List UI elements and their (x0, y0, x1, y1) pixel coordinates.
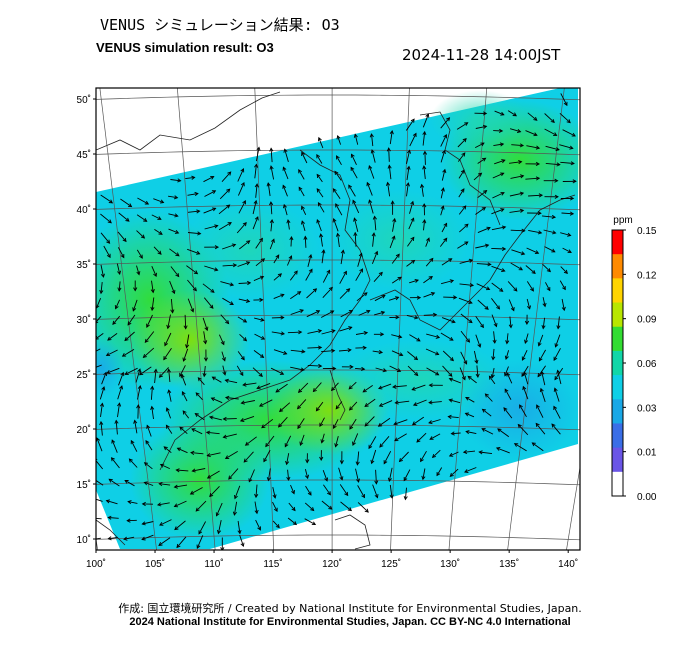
lat-label: 15˚ (77, 479, 91, 491)
colorbar-tick-label: 0.01 (637, 448, 657, 459)
lon-label: 130˚ (440, 558, 460, 570)
credit-english: 2024 National Institute for Environmenta… (129, 616, 571, 628)
colorbar-unit: ppm (613, 215, 632, 226)
colorbar-tick-label: 0.12 (637, 270, 657, 281)
colorbar-tick-label: 0.06 (637, 359, 657, 370)
lat-label: 20˚ (77, 424, 91, 436)
coastlines (96, 91, 576, 550)
lon-label: 120˚ (322, 558, 342, 570)
longitude-labels: 100˚ 105˚ 110˚ 115˚ 120˚ 125˚ 130˚ 135˚ 140˚ (86, 550, 578, 570)
colorbar-tick-label: 0.09 (637, 315, 657, 326)
title-english: VENUS simulation result: O3 (96, 40, 274, 55)
credit-japanese: 作成: 国立環境研究所 / Created by National Instit… (118, 602, 582, 615)
colorbar-tick-label: 0.03 (637, 403, 657, 414)
lon-label: 135˚ (499, 558, 519, 570)
colorbar: ppm 0.15 0.12 0.09 0.06 0.03 0.01 0.00 (611, 215, 657, 503)
colorbar-tick-label: 0.00 (637, 492, 657, 503)
timestamp: 2024-11-28 14:00JST (402, 46, 561, 64)
lat-label: 35˚ (77, 259, 91, 271)
lon-label: 105˚ (145, 558, 165, 570)
lon-label: 100˚ (86, 558, 106, 570)
lon-label: 115˚ (263, 558, 282, 570)
lat-label: 10˚ (77, 534, 91, 546)
colorbar-tick-label: 0.15 (637, 226, 657, 237)
lon-label: 110˚ (204, 558, 223, 570)
lat-label: 50˚ (77, 94, 91, 106)
lat-label: 40˚ (77, 204, 91, 216)
lon-label: 140˚ (558, 558, 578, 570)
wind-vectors (96, 93, 577, 550)
title-japanese: VENUS シミュレーション結果: O3 (100, 16, 340, 34)
lat-label: 25˚ (77, 369, 91, 381)
lat-label: 45˚ (77, 149, 91, 161)
lat-label: 30˚ (77, 314, 91, 326)
latitude-labels: 50˚ 45˚ 40˚ 35˚ 30˚ 25˚ 20˚ 15˚ 10˚ (77, 94, 96, 546)
map-field (96, 88, 580, 550)
lon-label: 125˚ (381, 558, 401, 570)
